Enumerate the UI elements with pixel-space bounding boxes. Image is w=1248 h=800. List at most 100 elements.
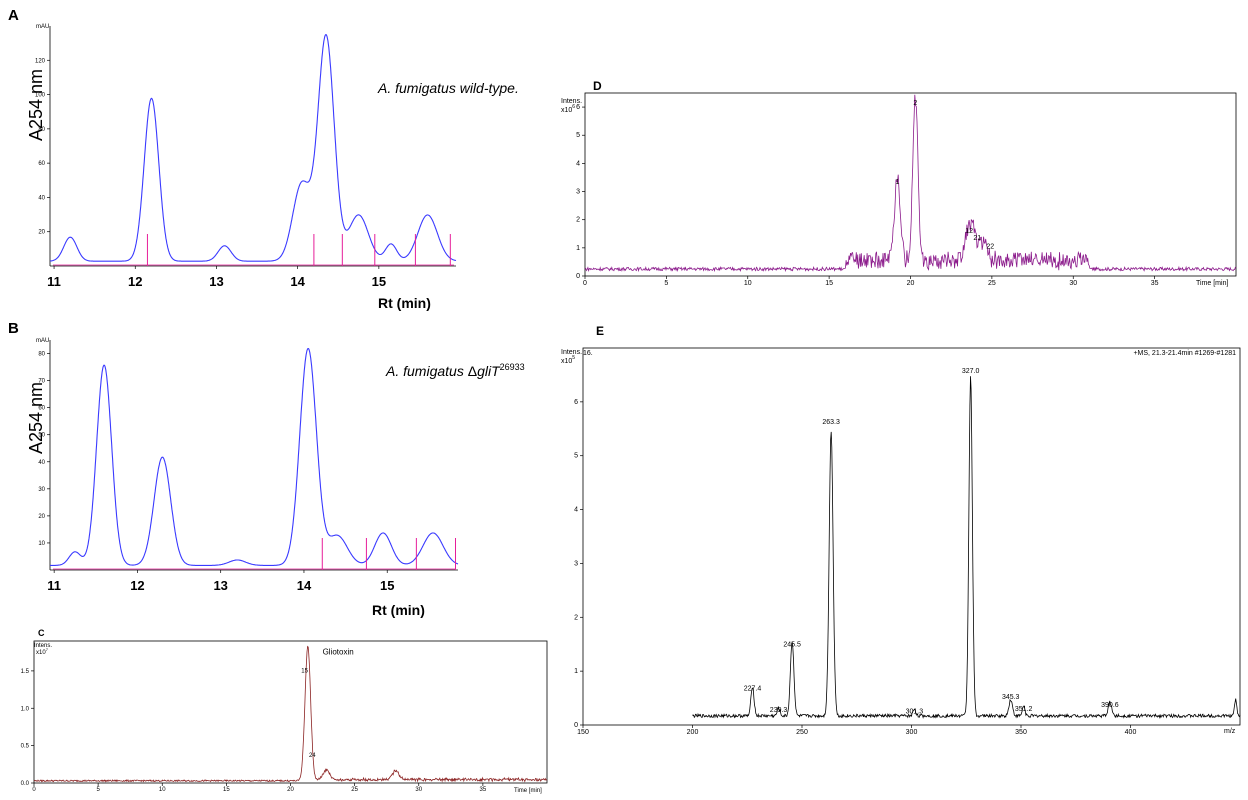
panel-d-x-tick-label: 30 xyxy=(1069,280,1077,287)
panel-e-y-exponent: x105 xyxy=(561,355,575,365)
panel-d-y-unit: Intens. xyxy=(561,98,582,105)
panel-d-x-tick-label: 10 xyxy=(744,280,752,287)
panel-d-frame xyxy=(584,92,1237,277)
panel-e-y-tick-label: 3 xyxy=(574,560,578,567)
panel-b-y-axis-label: A254 nm xyxy=(26,382,46,454)
panel-e-peak-label: 327.0 xyxy=(962,368,980,375)
panel-e-x-tick-label: 350 xyxy=(1015,729,1027,736)
panel-e-y-tick-label: 6 xyxy=(574,399,578,406)
panel-e-y-tick-label: 5 xyxy=(574,453,578,460)
panel-d-y-exp-sup: 6 xyxy=(572,104,575,110)
panel-d-x-unit: Time [min] xyxy=(1196,280,1228,287)
panel-d-y-tick-label: 5 xyxy=(576,132,580,139)
panel-d-x-tick-label: 25 xyxy=(988,280,996,287)
panel-e-peak-label: 390.6 xyxy=(1101,702,1119,709)
panel-a-unit-label: mAU xyxy=(36,24,49,30)
panel-c-peak-label: 24 xyxy=(309,753,316,759)
panel-c-y-exponent: x107 xyxy=(36,647,49,656)
panel-a-y-axis-label: A254 nm xyxy=(26,69,46,141)
panel-b-annotation: A. fumigatus ΔgliT26933 xyxy=(385,362,525,379)
panel-a-y-tick-label: 100 xyxy=(35,93,46,99)
panel-e-peak-label: 227.4 xyxy=(744,686,762,693)
panel-e-y-tick-label: 0 xyxy=(574,722,578,729)
panel-a-annotation: A. fumigatus wild-type. xyxy=(377,80,519,96)
panel-c-annotation: Gliotoxin xyxy=(323,647,354,656)
panel-a-y-tick-label: 80 xyxy=(38,127,45,133)
panel-e-header: +MS, 21.3-21.4min #1269-#1281 xyxy=(1133,350,1236,357)
panel-c-x-unit: Time [min] xyxy=(514,788,542,794)
panel-e-y-tick-label: 1 xyxy=(574,668,578,675)
panel-b-y-tick-label: 20 xyxy=(38,514,45,520)
panel-e-y-tick-label: 2 xyxy=(574,614,578,621)
panel-d-chromatogram: Intens. x106 Time [min] 0 5 10 15 20 25 30 3501… xyxy=(561,92,1237,287)
panel-c-y-exp-base: x10 xyxy=(36,650,46,656)
panel-c-x-tick-label: 10 xyxy=(159,787,166,793)
panel-d-y-exponent: x106 xyxy=(561,104,575,114)
panel-a-chromatogram: mAU A254 nm A. fumigatus wild-type. Rt (… xyxy=(26,24,519,311)
panel-e-y-tick-label: 4 xyxy=(574,507,578,514)
panel-a-y-tick-label: 20 xyxy=(38,230,45,236)
panel-e-peak-label: 245.5 xyxy=(783,642,801,649)
panel-d-trace xyxy=(584,94,1237,273)
panel-e-frame xyxy=(582,347,1241,726)
panel-a-x-tick-label: 14 xyxy=(290,274,305,289)
panel-c-x-tick-label: 5 xyxy=(96,787,100,793)
panel-c-y-tick-label: 1.0 xyxy=(21,706,30,712)
panel-letter-e: E xyxy=(596,324,604,338)
panel-a-y-tick-label: 120 xyxy=(35,58,46,64)
panel-a-x-axis-label: Rt (min) xyxy=(378,295,431,311)
panel-b-unit-label: mAU xyxy=(36,338,49,344)
panel-c-x-tick-label: 35 xyxy=(480,787,487,793)
panel-e-y-unit: Intens. xyxy=(561,349,582,356)
panel-e-y-exp-base: x10 xyxy=(561,358,572,365)
panel-c-x-tick-label: 15 xyxy=(223,787,230,793)
panel-d-y-exp-base: x10 xyxy=(561,107,572,114)
panel-c-y-unit: Intens. xyxy=(34,643,52,649)
panel-d-x-tick-label: 5 xyxy=(664,280,668,287)
panel-b-x-tick-label: 11 xyxy=(47,578,61,593)
panel-e-peak-label: 263.3 xyxy=(822,419,840,426)
panel-d-peak-label: 21 xyxy=(973,235,981,242)
panel-c-peak-label: 15 xyxy=(301,669,308,675)
panel-d-x-tick-label: 0 xyxy=(583,280,587,287)
panel-a-x-tick-label: 15 xyxy=(372,274,386,289)
panel-e-x-tick-label: 400 xyxy=(1125,729,1137,736)
panel-e-x-tick-label: 250 xyxy=(796,729,808,736)
panel-letter-c: C xyxy=(38,628,45,638)
panel-d-x-tick-label: 15 xyxy=(825,280,833,287)
panel-c-y-tick-label: 0.5 xyxy=(21,744,30,750)
panel-c-x-tick-label: 0 xyxy=(32,787,36,793)
panel-e-corner-label: 16. xyxy=(583,350,593,357)
panel-letter-d: D xyxy=(593,79,602,93)
panel-d-x-tick-label: 35 xyxy=(1151,280,1159,287)
panel-b-y-tick-label: 10 xyxy=(38,541,45,547)
panel-letter-a: A xyxy=(8,7,19,24)
panel-b-x-tick-label: 13 xyxy=(213,578,227,593)
panel-c-frame xyxy=(33,640,548,784)
panel-c-x-tick-label: 30 xyxy=(415,787,422,793)
panel-b-y-tick-label: 70 xyxy=(38,379,45,385)
panel-d-y-tick-label: 6 xyxy=(576,104,580,111)
panel-d-y-tick-label: 1 xyxy=(576,245,580,252)
panel-c-y-tick-label: 1.5 xyxy=(21,669,30,675)
panel-c-y-exp-sup: 7 xyxy=(46,647,49,652)
panel-c-x-tick-label: 25 xyxy=(351,787,358,793)
panel-d-peak-label: 1 xyxy=(896,179,900,186)
panel-d-peak-label: 22 xyxy=(986,244,994,251)
panel-letter-b: B xyxy=(8,320,19,337)
panel-d-peak-label: 2 xyxy=(913,100,917,107)
panel-e-peak-label: 239.3 xyxy=(770,707,788,714)
panel-d-x-tick-label: 20 xyxy=(907,280,915,287)
panel-c-x-tick-label: 20 xyxy=(287,787,294,793)
panel-e-peak-label: 351.2 xyxy=(1015,706,1033,713)
panel-b-x-axis-label: Rt (min) xyxy=(372,602,425,618)
panel-a-y-tick-label: 40 xyxy=(38,195,45,201)
panel-e-y-exp-sup: 5 xyxy=(572,355,575,361)
panel-b-y-tick-label: 60 xyxy=(38,406,45,412)
panel-a-y-tick-label: 60 xyxy=(38,161,45,167)
panel-b-annotation-gene: gliT xyxy=(477,363,501,379)
panel-a-trace xyxy=(50,33,457,262)
panel-a-x-tick-label: 13 xyxy=(209,274,223,289)
panel-a-x-tick-label: 12 xyxy=(128,274,142,289)
